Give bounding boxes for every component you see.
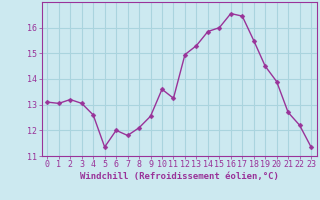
X-axis label: Windchill (Refroidissement éolien,°C): Windchill (Refroidissement éolien,°C) bbox=[80, 172, 279, 181]
